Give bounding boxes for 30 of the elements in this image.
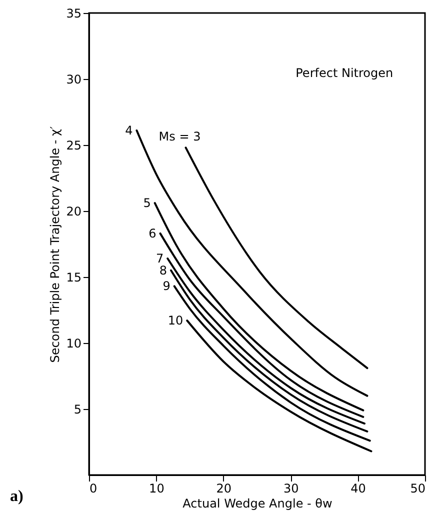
x-tick-label: 0 [90,482,98,496]
line-series [186,320,372,452]
series-label: 5 [143,196,151,210]
series-label: 6 [148,226,156,240]
series-label: 9 [162,279,170,294]
y-axis-title: Second Triple Point Trajectory Angle - χ′ [48,126,62,363]
y-tick-label: 10 [66,336,82,350]
series-label: Ms = 3 [158,130,201,144]
y-tick-label: 15 [66,270,82,284]
series-label: 8 [159,263,167,278]
x-tick-label: 20 [216,482,232,496]
x-tick-label: 50 [410,482,426,496]
annotation: Perfect Nitrogen [296,66,394,80]
series-label: 7 [156,252,164,266]
y-tick-label: 20 [66,204,82,218]
y-tick-label: 25 [66,138,82,152]
series-label: 4 [125,123,133,138]
x-tick-label: 40 [350,482,366,496]
x-axis-title: Actual Wedge Angle - θw [182,496,333,510]
y-tick-label: 30 [66,72,82,86]
x-tick-label: 10 [149,482,164,496]
line-series [136,129,368,397]
text: a) [10,488,24,506]
y-tick-label: 5 [74,402,82,416]
series-label: 10 [168,314,184,328]
line-series [184,146,368,370]
line-series [154,202,364,412]
line-series [159,232,364,418]
y-tick-label: 35 [66,6,82,20]
x-tick-label: 30 [283,482,299,496]
